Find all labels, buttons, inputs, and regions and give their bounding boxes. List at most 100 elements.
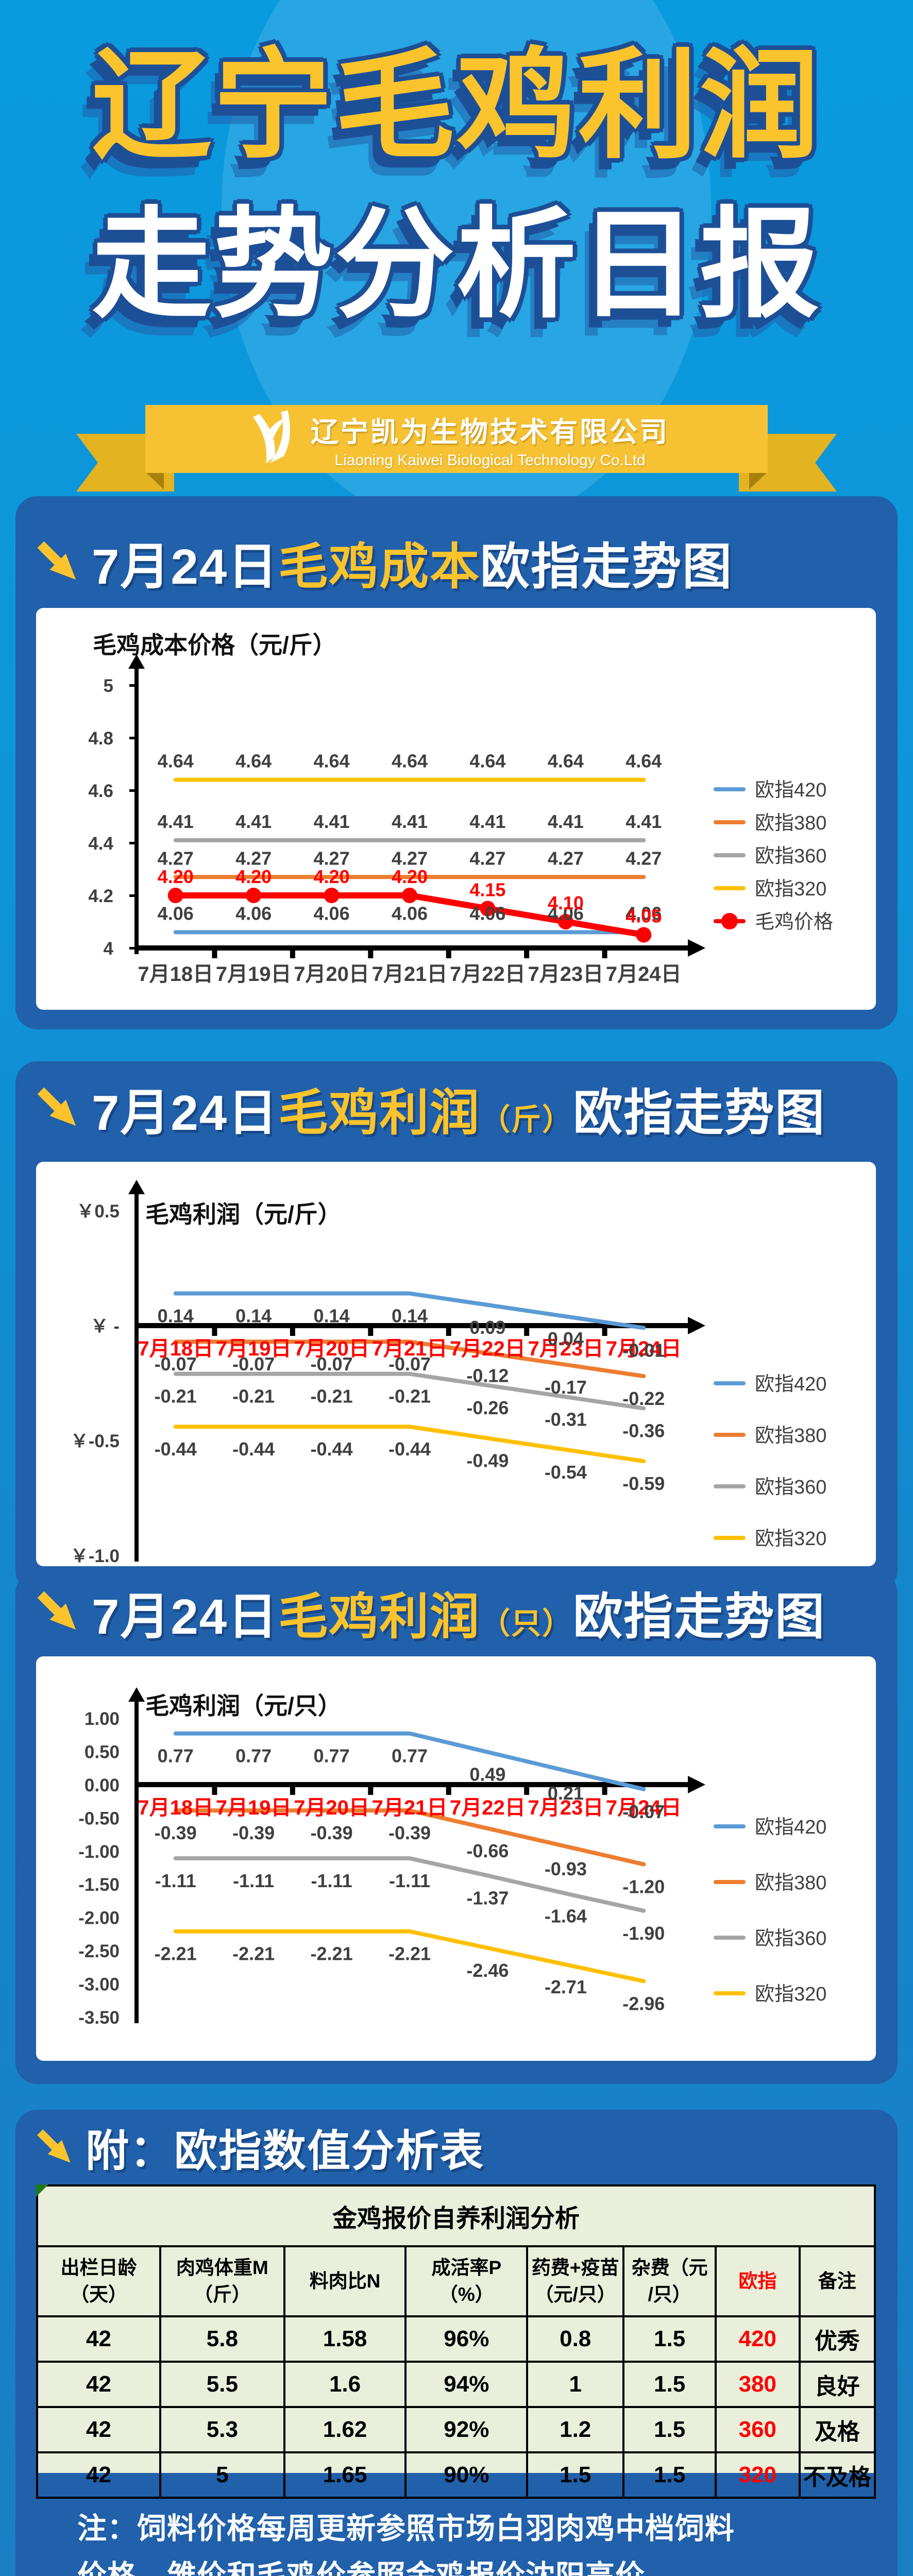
y-tick-label: 0.00: [84, 1775, 120, 1795]
x-axis-label: 7月20日: [294, 1337, 369, 1360]
footnote-line1: 注：饲料价格每周更新参照市场白羽肉鸡中档饲料: [77, 2512, 735, 2545]
section1-prefix: 7月24日: [92, 539, 279, 595]
y-tick-mark: [129, 894, 137, 897]
section-header-cost: 7月24日毛鸡成本欧指走势图: [35, 527, 733, 598]
section1-suffix: 欧指走势图: [480, 539, 733, 595]
data-label: 4.10: [548, 892, 584, 913]
legend-label: 欧指420: [755, 779, 826, 801]
x-tick-mark: [446, 951, 451, 958]
data-label: -0.44: [388, 1438, 431, 1460]
table-row: 42 5 1.65 90% 1.5 1.5 320 不及格: [36, 2451, 876, 2499]
data-label: 0.14: [235, 1306, 272, 1327]
y-tick-mark: [129, 947, 137, 950]
data-label: -0.21: [155, 1386, 197, 1407]
data-label: 4.64: [392, 751, 428, 772]
legend-label: 欧指420: [755, 1817, 826, 1838]
table-row: 42 5.3 1.62 92% 1.2 1.5 360 及格: [36, 2405, 876, 2453]
data-label: 4.06: [158, 903, 194, 924]
section-arrow-icon: [37, 541, 76, 580]
data-label: 4.15: [469, 879, 505, 901]
cell-value: 1.5: [622, 2315, 717, 2363]
x-tick-mark: [290, 951, 295, 958]
y-tick-label: ￥-0.5: [71, 1431, 120, 1451]
legend-label: 欧指320: [755, 1528, 826, 1550]
x-tick-mark: [602, 1787, 607, 1795]
series-line-欧指420: [173, 1291, 646, 1330]
section4-suffix: 附：欧指数值分析表: [86, 2127, 485, 2175]
legend-swatch: [714, 1936, 746, 1940]
data-label: -0.54: [545, 1462, 587, 1483]
data-label: 4.06: [548, 903, 584, 924]
x-axis-label: 7月21日: [372, 1797, 448, 1819]
cell-value: 1.5: [622, 2405, 717, 2453]
cell-euro-index: 380: [715, 2360, 801, 2408]
y-tick-label: 0.50: [84, 1742, 120, 1762]
x-tick-mark: [524, 951, 530, 958]
data-label: 0.09: [469, 1317, 505, 1338]
column-header: 药费+疫苗 （元/只）: [526, 2245, 625, 2317]
data-label: 0.49: [469, 1764, 505, 1785]
legend-label: 欧指360: [755, 1477, 826, 1498]
series-line-欧指420: [173, 1731, 646, 1791]
x-axis-label: 7月24日: [606, 1797, 682, 1819]
data-label: 0.21: [548, 1783, 584, 1804]
poster-title-line2: 走势分析日报: [91, 198, 821, 332]
data-label: -1.11: [155, 1870, 196, 1891]
table-title-row: 金鸡报价自养利润分析: [36, 2184, 876, 2247]
series-marker: [324, 888, 340, 903]
x-axis: [134, 1782, 688, 1787]
legend-swatch: [714, 1824, 746, 1828]
data-label: 4.06: [235, 903, 272, 924]
section3-highlight: 毛鸡利润: [278, 1589, 481, 1645]
data-label: 4.27: [548, 848, 584, 869]
data-label: -0.07: [232, 1353, 275, 1375]
data-label: -0.26: [466, 1397, 509, 1418]
y-tick-mark: [129, 842, 137, 844]
x-axis-label: 7月22日: [450, 1337, 526, 1360]
legend-swatch: [714, 1880, 746, 1884]
data-label: 4.41: [158, 811, 194, 832]
data-label: -1.11: [389, 1870, 430, 1891]
legend-swatch: [714, 1433, 746, 1437]
x-tick-mark: [446, 1328, 451, 1336]
data-label: -0.17: [545, 1377, 587, 1398]
y-axis: [134, 1193, 139, 1562]
cell-value: 1.65: [283, 2451, 407, 2499]
y-tick-label: -1.00: [78, 1842, 120, 1862]
data-label: -0.12: [466, 1365, 509, 1386]
data-label: 4.06: [392, 903, 428, 924]
data-label: 4.41: [392, 811, 428, 832]
cell-value: 1.5: [526, 2451, 625, 2499]
section3-prefix: 7月24日: [92, 1589, 279, 1645]
series-marker: [636, 927, 652, 943]
profit-per-jin-chart: 毛鸡利润（元/斤） ￥0.5 ￥ - ￥-0.5 ￥-1.0 7月18日 7月19日 7月20…: [71, 1180, 826, 1566]
y-tick-mark: [129, 737, 137, 739]
cell-value: 90%: [404, 2451, 529, 2499]
data-label: -1.11: [233, 1870, 274, 1891]
x-axis-label: 7月21日: [372, 1337, 448, 1360]
series-marker: [167, 888, 183, 903]
legend-label: 欧指320: [755, 878, 826, 900]
data-label: 4.41: [625, 811, 662, 832]
data-label: -0.07: [311, 1353, 353, 1375]
legend-label: 欧指320: [755, 1984, 826, 2005]
x-axis: [134, 945, 688, 951]
cell-value: 5.5: [159, 2360, 285, 2408]
data-label: -0.21: [311, 1386, 353, 1407]
data-label: -0.22: [622, 1388, 665, 1409]
cell-value: 94%: [404, 2360, 529, 2408]
data-label: -1.11: [311, 1870, 352, 1891]
footnote: 注：饲料价格每周更新参照市场白羽肉鸡中档饲料 价格，雏价和毛鸡价参照金鸡报价沈阳…: [77, 2505, 850, 2576]
x-tick-mark: [446, 1787, 451, 1795]
data-label: 4.27: [625, 848, 662, 869]
cell-value: 1.5: [622, 2451, 717, 2499]
cell-value: 及格: [798, 2405, 876, 2453]
section2-prefix: 7月24日: [92, 1086, 279, 1141]
section-header-table: 附：欧指数值分析表: [35, 2116, 484, 2179]
cell-euro-index: 320: [715, 2451, 801, 2499]
cell-value: 42: [36, 2405, 162, 2453]
legend-label: 欧指380: [755, 812, 826, 834]
legend-marker: [721, 913, 738, 929]
data-label: -0.39: [155, 1822, 197, 1843]
section-header-profit-bird: 7月24日毛鸡利润（只）欧指走势图: [35, 1577, 825, 1648]
